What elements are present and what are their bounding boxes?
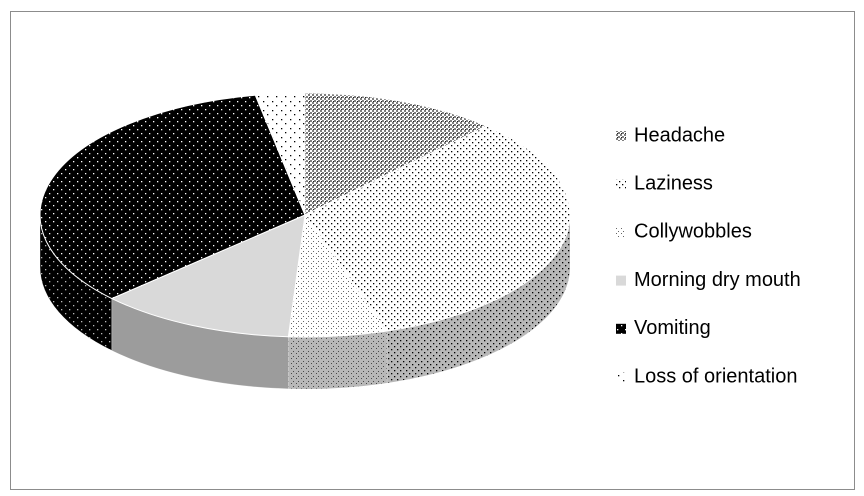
legend-swatch (616, 131, 626, 141)
pie-slice (110, 214, 306, 338)
legend-swatch (616, 323, 626, 334)
legend-swatch (616, 227, 626, 238)
legend-label: Loss of orientation (634, 365, 797, 387)
pie-slice (304, 125, 571, 332)
legend-label: Morning dry mouth (634, 269, 801, 291)
pie (39, 92, 571, 390)
legend: Headache Laziness Collywobbles Morning dry … (616, 124, 801, 387)
pie-side-shade (111, 298, 289, 389)
pie-slice (254, 92, 306, 216)
legend-label: Collywobbles (634, 221, 752, 243)
pie-side-shade (40, 215, 112, 351)
pie-side-shade (386, 215, 570, 384)
pie-side-shade (288, 331, 387, 389)
legend-swatch (616, 275, 626, 286)
legend-swatch (616, 179, 626, 190)
legend-label: Vomiting (634, 317, 711, 339)
legend-swatch (616, 372, 626, 382)
legend-label: Laziness (634, 172, 713, 194)
legend-label: Headache (634, 124, 725, 146)
pie-slice (304, 92, 488, 216)
pie-slice (39, 94, 306, 300)
